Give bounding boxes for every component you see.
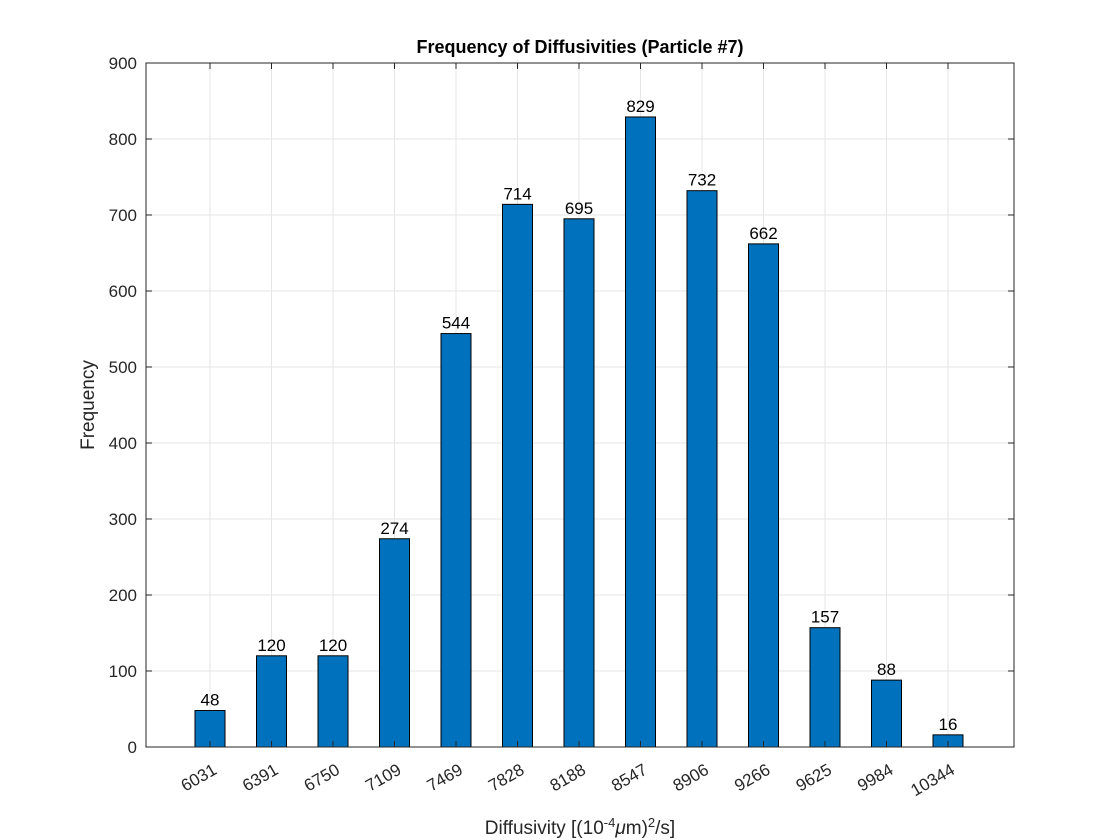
x-tick-label-6391: 6391 [239,760,281,795]
data-label-7828: 714 [503,184,531,203]
data-label-8547: 829 [626,97,654,116]
bar-9625 [809,627,841,748]
x-tick-label-8188: 8188 [547,760,589,795]
x-axis-label-suffix: /s] [655,818,675,839]
data-label-10344: 16 [939,715,958,734]
y-tick-label: 200 [109,586,137,605]
x-axis-label-exponent-2: 2 [648,815,655,830]
data-label-8906: 732 [688,171,716,190]
x-tick-label-8906: 8906 [670,760,712,795]
bar-9266 [748,243,779,748]
bar-6750 [317,655,349,748]
x-axis-label-prefix: Diffusivity [(10 [485,818,604,839]
bar-6391 [256,655,287,748]
bar-7109 [379,538,410,748]
y-axis-label: Frequency [78,360,99,450]
x-axis-label-mid: m) [626,818,648,839]
bar-8188 [563,218,595,748]
y-tick-label: 700 [109,206,137,225]
x-tick-label-6750: 6750 [301,760,343,795]
x-tick-label-7828: 7828 [485,760,527,795]
x-axis-label-mu: μ [614,818,626,839]
bar-7469 [440,333,472,748]
bar-8906 [686,190,718,748]
bar-9984 [871,679,902,748]
y-tick-label: 900 [109,54,137,73]
data-label-7109: 274 [380,519,408,538]
y-tick-label: 100 [109,662,137,681]
y-tick-label: 800 [109,130,137,149]
axes-box [145,62,1015,748]
x-tick-label-9266: 9266 [731,760,773,795]
bars [194,116,964,748]
chart-title: Frequency of Diffusivities (Particle #7) [416,37,743,57]
y-tick-label: 300 [109,510,137,529]
bar-8547 [625,116,656,748]
x-tick-label-10344: 10344 [908,760,958,800]
x-tick-label-6031: 6031 [178,760,220,795]
bar-6031 [194,710,226,748]
y-tick-label: 600 [109,282,137,301]
data-label-6750: 120 [319,636,347,655]
data-labels: 48 120 120 274 544 714 695 829 732 662 157 88 16 [201,97,958,734]
data-label-7469: 544 [442,314,470,333]
x-tick-label-7109: 7109 [362,760,404,795]
data-label-6031: 48 [201,691,220,710]
bar-7828 [502,203,533,748]
y-tick-label: 0 [128,738,137,757]
x-tick-label-9625: 9625 [793,760,835,795]
x-axis-label-exponent: -4 [604,815,616,830]
y-tick-label: 400 [109,434,137,453]
data-label-9625: 157 [811,608,839,627]
x-tick-label-7469: 7469 [424,760,466,795]
data-label-9984: 88 [877,660,896,679]
data-label-6391: 120 [257,636,285,655]
y-tick-label: 500 [109,358,137,377]
x-tick-label-9984: 9984 [854,760,896,795]
x-axis-label: Diffusivity [(10-4μm)2/s] [485,815,675,840]
data-label-8188: 695 [565,199,593,218]
x-tick-label-8547: 8547 [608,760,650,795]
data-label-9266: 662 [749,224,777,243]
